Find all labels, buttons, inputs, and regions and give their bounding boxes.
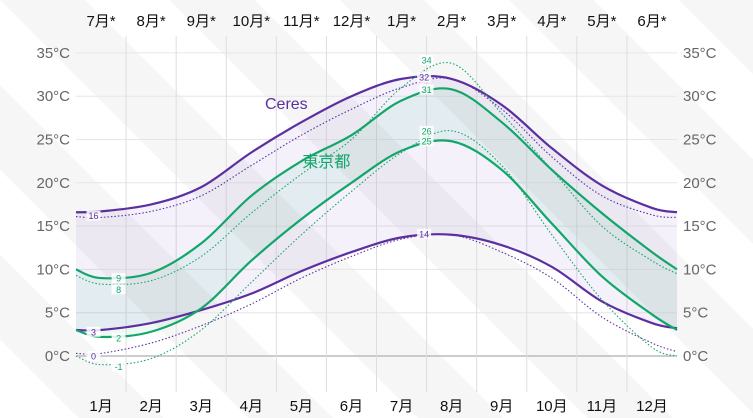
y-tick-label-right: 15°C [683,218,717,235]
x-tick-label-top: 9月* [187,13,216,30]
x-tick-label-top: 7月* [86,13,115,30]
x-tick-label-bottom: 1月 [89,398,112,415]
x-tick-label-bottom: 9月 [490,398,513,415]
x-tick-label-bottom: 3月 [190,398,213,415]
data-label-bg [417,228,432,239]
x-tick-label-bottom: 8月 [440,398,463,415]
tokyo-range-band [76,88,677,338]
data-label: -1 [115,362,123,372]
x-tick-label-top: 1月* [387,13,416,30]
series-legend-label: Ceres [265,96,308,113]
data-label-bg [86,351,101,361]
x-tick-label-top: 12月* [333,13,371,30]
data-label: 25 [422,137,432,147]
data-label: 8 [116,285,121,295]
data-label-bg [419,136,434,147]
y-tick-label-right: 30°C [683,88,717,105]
data-label: 32 [419,73,429,83]
y-tick-label-right: 25°C [683,132,717,149]
x-tick-label-bottom: 6月 [340,398,363,415]
data-label-bg [111,332,126,343]
y-tick-label-left: 0°C [45,348,70,365]
x-tick-label-bottom: 12月 [636,398,668,415]
y-tick-label-left: 30°C [36,88,70,105]
x-tick-label-bottom: 10月 [536,398,568,415]
data-label-bg [111,273,126,284]
data-label-bg [86,326,101,337]
data-label: 3 [91,327,96,337]
series-line-ceres-low [75,233,678,332]
x-tick-label-bottom: 5月 [290,398,313,415]
data-label: 31 [422,85,432,95]
data-label: 26 [422,126,432,136]
series-line-high [75,87,678,280]
data-label: 14 [419,229,429,239]
x-tick-label-top: 8月* [137,13,166,30]
series-line-low [75,139,678,339]
series-line-high-dotted [75,62,678,286]
y-tick-label-right: 35°C [683,45,717,62]
x-tick-label-top: 2月* [437,13,466,30]
x-tick-label-top: 5月* [587,13,616,30]
data-label-bg [111,284,126,295]
data-label: 16 [89,211,99,221]
x-tick-label-bottom: 4月 [240,398,263,415]
x-tick-label-bottom: 11月 [587,398,618,415]
y-tick-label-right: 5°C [683,305,708,322]
y-tick-label-left: 5°C [45,305,70,322]
x-tick-label-top: 4月* [537,13,566,30]
y-tick-label-left: 25°C [36,132,70,149]
data-label-bg [417,72,432,83]
x-tick-label-bottom: 7月 [390,398,413,415]
data-label-bg [419,125,434,136]
x-tick-label-top: 3月* [487,13,516,30]
data-label-bg [419,84,434,95]
data-label: 2 [116,333,121,343]
data-label-bg [419,54,434,65]
x-tick-label-top: 11月* [283,13,320,30]
y-tick-label-right: 20°C [683,175,717,192]
data-label-bg [111,361,126,372]
y-tick-label-right: 0°C [683,348,708,365]
series-line-ceres-low-dotted [75,233,678,355]
ceres-range-band [76,76,677,331]
data-label: 34 [422,55,432,65]
data-label: 9 [116,274,121,284]
y-tick-label-right: 10°C [683,261,717,278]
series-line-ceres-high-dotted [75,77,678,219]
series-line-ceres-high [75,75,678,214]
y-tick-label-left: 35°C [36,45,70,62]
data-label: 0 [91,352,96,362]
x-tick-label-bottom: 2月 [139,398,162,415]
y-tick-label-left: 10°C [36,261,70,278]
y-tick-label-left: 20°C [36,175,70,192]
x-tick-label-top: 10月* [233,13,271,30]
series-legend-label: 東京都 [302,153,350,171]
y-tick-label-left: 15°C [36,218,70,235]
x-tick-label-top: 6月* [637,13,666,30]
data-label-bg [86,210,101,221]
